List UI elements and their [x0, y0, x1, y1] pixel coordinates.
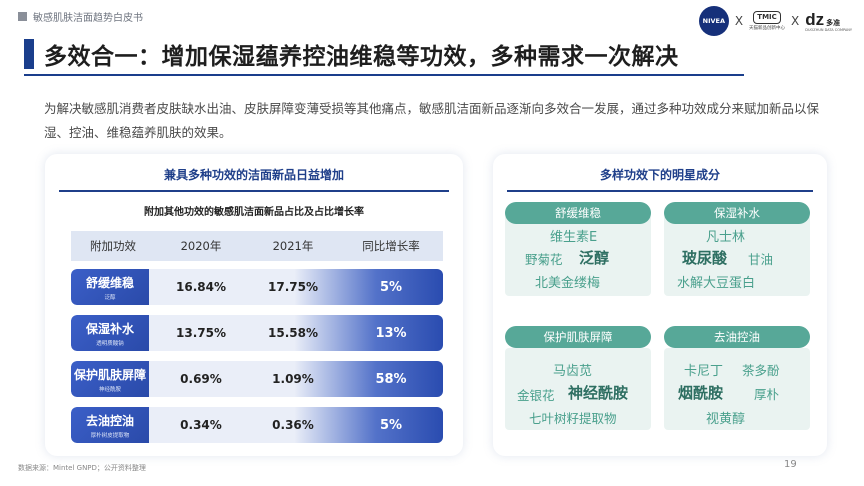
cell-2020: 0.69% — [180, 372, 222, 386]
left-panel-rule — [59, 190, 449, 192]
ingredient-box-soothing: 维生素E 野菊花 泛醇 北美金缕梅 — [505, 214, 651, 296]
ingredient-highlight: 玻尿酸 — [682, 249, 728, 267]
ingredient-highlight: 泛醇 — [579, 249, 610, 267]
table-row: 保护肌肤屏障 神经酰胺 0.69% 1.09% 58% — [71, 361, 443, 397]
row-label: 去油控油 厚朴树皮提取物 — [71, 407, 149, 443]
ingredient-head-moisturizing: 保湿补水 — [664, 202, 810, 224]
intro-paragraph: 为解决敏感肌消费者皮肤缺水出油、皮肤屏障变薄受损等其他痛点，敏感肌洁面新品逐渐向… — [44, 101, 820, 140]
table-header: 附加功效 2020年 2021年 同比增长率 — [71, 231, 443, 261]
doc-title-text: 敏感肌肤洁面趋势白皮书 — [33, 13, 143, 24]
cell-2020: 0.34% — [180, 418, 222, 432]
header-cell: 附加功效 — [90, 239, 136, 253]
row-label-main: 去油控油 — [85, 413, 134, 428]
data-source-note: 数据来源：Mintel GNPD；公开资料整理 — [18, 464, 146, 472]
ingredient: 厚朴 — [754, 387, 780, 402]
row-label-main: 保湿补水 — [85, 321, 134, 336]
ingredient: 茶多酚 — [742, 363, 780, 378]
row-label: 保护肌肤屏障 神经酰胺 — [71, 361, 149, 397]
dz-logo-sub: DUOZHUN DATA COMPANY — [805, 27, 852, 32]
left-panel-title: 兼具多种功效的洁面新品日益增加 — [163, 168, 344, 182]
title-underline — [24, 74, 744, 76]
cell-2020: 16.84% — [176, 280, 226, 294]
header-cell: 2020年 — [180, 239, 222, 253]
tmic-logo: TMIC 天猫新品创新中心 — [749, 11, 785, 31]
ingredient: 视黄醇 — [706, 412, 746, 427]
ingredient: 七叶树籽提取物 — [529, 411, 617, 426]
ingredient: 野菊花 — [525, 252, 563, 267]
tmic-logo-text: TMIC — [753, 11, 781, 24]
ingredient-box-barrier: 马齿苋 金银花 神经酰胺 七叶树籽提取物 — [505, 348, 651, 430]
cell-growth: 58% — [375, 371, 407, 387]
cell-2021: 15.58% — [268, 326, 318, 340]
row-label-sub: 神经酰胺 — [98, 386, 121, 393]
x-separator: X — [791, 14, 800, 28]
ingredient-highlight: 神经酰胺 — [568, 384, 629, 402]
row-label: 舒缓维稳 泛醇 — [71, 269, 149, 305]
ingredient: 金银花 — [517, 388, 555, 403]
row-label-main: 保护肌肤屏障 — [73, 367, 146, 382]
dz-logo-text: dz — [805, 9, 825, 29]
cell-2021: 0.36% — [272, 418, 314, 432]
row-label-sub: 透明质酸钠 — [96, 340, 124, 347]
cell-2021: 1.09% — [272, 372, 314, 386]
ingredient-head-barrier: 保护肌肤屏障 — [505, 326, 651, 348]
right-panel-rule — [507, 190, 813, 192]
row-label: 保湿补水 透明质酸钠 — [71, 315, 149, 351]
header-doc-title: 敏感肌肤洁面趋势白皮书 — [18, 9, 143, 24]
row-label-sub: 厚朴树皮提取物 — [90, 432, 130, 439]
cell-growth: 5% — [379, 279, 403, 295]
ingredient: 维生素E — [550, 230, 598, 245]
square-icon — [18, 12, 27, 21]
page-title: 多效合一：增加保湿蕴养控油维稳等功效，多种需求一次解决 — [44, 44, 679, 70]
ingredient: 卡尼丁 — [684, 364, 724, 379]
ingredient-box-oil-control: 卡尼丁 茶多酚 烟酰胺 厚朴 视黄醇 — [664, 348, 810, 430]
ingredient: 马齿苋 — [553, 364, 593, 379]
tmic-logo-sub: 天猫新品创新中心 — [749, 26, 786, 31]
dz-logo-small: 多准 — [826, 18, 841, 27]
table-row: 保湿补水 透明质酸钠 13.75% 15.58% 13% — [71, 315, 443, 351]
partner-logos: NIVEA X TMIC 天猫新品创新中心 X dz 多准 DUOZHUN DA… — [698, 6, 852, 36]
table-row: 舒缓维稳 泛醇 16.84% 17.75% 5% — [71, 269, 443, 305]
ingredient: 水解大豆蛋白 — [677, 276, 756, 291]
ingredient-head-oil-control: 去油控油 — [664, 326, 810, 348]
table-title: 附加其他功效的敏感肌洁面新品占比及占比增长率 — [144, 207, 364, 218]
cell-2021: 17.75% — [268, 280, 318, 294]
cell-growth: 13% — [375, 325, 407, 341]
x-separator: X — [734, 14, 744, 28]
right-panel-title: 多样功效下的明星成分 — [599, 168, 720, 182]
dz-logo: dz 多准 DUOZHUN DATA COMPANY — [805, 11, 852, 32]
right-panel: 多样功效下的明星成分 维生素E 野菊花 泛醇 北美金缕梅 舒缓维稳 凡士林 玻尿… — [493, 154, 827, 456]
ingredient-head-soothing: 舒缓维稳 — [505, 202, 651, 224]
ingredient: 北美金缕梅 — [535, 276, 601, 291]
header-cell: 同比增长率 — [362, 239, 420, 253]
title-accent-bar — [24, 39, 34, 69]
ingredient-box-moisturizing: 凡士林 玻尿酸 甘油 水解大豆蛋白 — [664, 214, 810, 296]
cell-growth: 5% — [379, 417, 403, 433]
page-number: 19 — [784, 459, 797, 470]
row-label-main: 舒缓维稳 — [85, 275, 134, 290]
cell-2020: 13.75% — [176, 326, 226, 340]
header-cell: 2021年 — [272, 239, 314, 253]
ingredient: 凡士林 — [706, 230, 746, 245]
ingredient-highlight: 烟酰胺 — [678, 384, 724, 402]
left-panel: 兼具多种功效的洁面新品日益增加 附加其他功效的敏感肌洁面新品占比及占比增长率 附… — [45, 154, 463, 456]
nivea-logo: NIVEA — [698, 6, 729, 36]
row-label-sub: 泛醇 — [104, 294, 116, 301]
table-row: 去油控油 厚朴树皮提取物 0.34% 0.36% 5% — [71, 407, 443, 443]
ingredient: 甘油 — [748, 252, 774, 267]
